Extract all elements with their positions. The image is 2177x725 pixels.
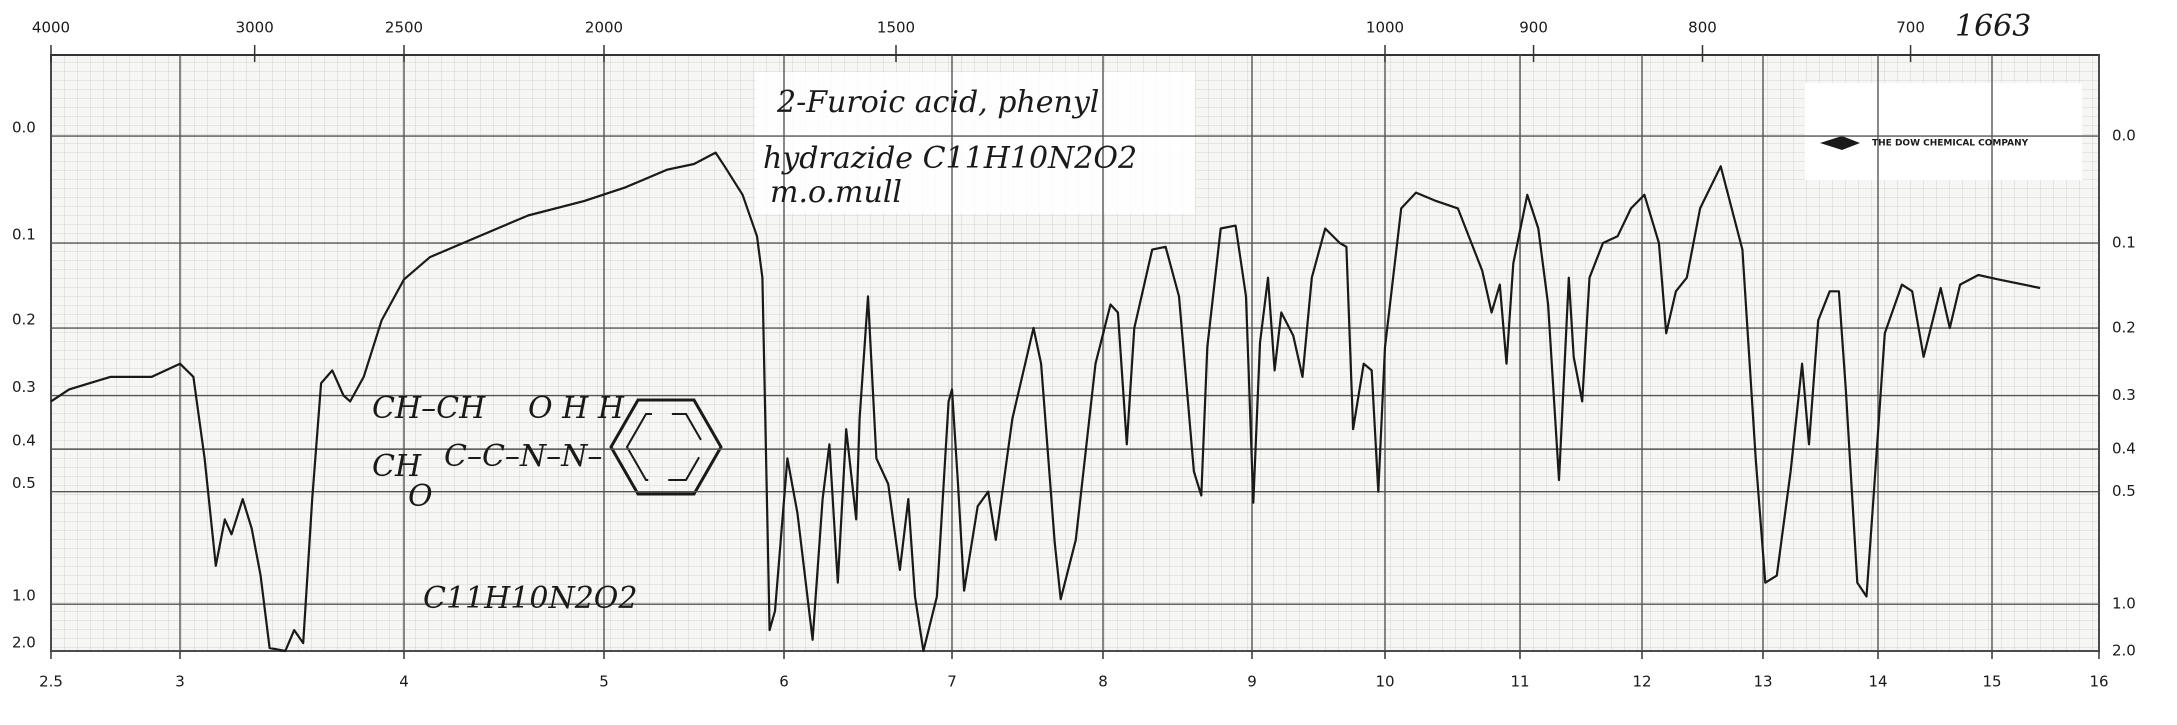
y-tick-label-right: 1.0: [2112, 595, 2136, 613]
annotation: C11H10N2O2: [423, 581, 637, 616]
annotation: hydrazide C11H10N2O2: [763, 141, 1137, 176]
x-tick-label: 12: [1632, 673, 1651, 691]
x2-tick-label: 2000: [585, 19, 623, 37]
annotation: 1663: [1955, 9, 2031, 44]
y-tick-label-right: 0.5: [2112, 482, 2136, 500]
y-tick-label: 0.2: [12, 311, 36, 329]
x-tick-label: 6: [779, 673, 789, 691]
benzene-bonds: [625, 413, 707, 481]
y-tick-label-right: 0.1: [2112, 234, 2136, 252]
x-tick-label: 11: [1510, 673, 1529, 691]
y-tick-label-right: 0.3: [2112, 386, 2136, 404]
x2-tick-label: 800: [1688, 19, 1717, 37]
annotation: O H H: [528, 391, 625, 426]
x2-tick-label: 1500: [877, 19, 915, 37]
x2-tick-label: 700: [1896, 19, 1925, 37]
y-tick-label-right: 0.2: [2112, 319, 2136, 337]
annotation: m.o.mull: [770, 175, 902, 210]
y-tick-label: 0.5: [12, 474, 36, 492]
annotation: C–C–N–N–: [444, 439, 602, 474]
x2-tick-label: 4000: [32, 19, 70, 37]
y-tick-label: 0.4: [12, 432, 36, 450]
x2-tick-label: 2500: [385, 19, 423, 37]
x-tick-label: 16: [2089, 673, 2108, 691]
x2-tick-label: 1000: [1366, 19, 1404, 37]
x-tick-label: 3: [175, 673, 185, 691]
x-tick-label: 4: [399, 673, 409, 691]
x-tick-label: 2.5: [39, 673, 63, 691]
y-tick-label-right: 2.0: [2112, 642, 2136, 660]
x-tick-label: 14: [1868, 673, 1887, 691]
x2-tick-label: 3000: [236, 19, 274, 37]
x-tick-label: 5: [599, 673, 609, 691]
x2-tick-label: 900: [1519, 19, 1548, 37]
spectrum-line: [50, 151, 2041, 653]
x-tick-label: 15: [1982, 673, 2001, 691]
annotation: O: [408, 479, 433, 514]
y-tick-label: 0.0: [12, 119, 36, 137]
annotation: 2-Furoic acid, phenyl: [776, 85, 1099, 120]
logo: [1820, 136, 1860, 150]
x-tick-label: 10: [1375, 673, 1394, 691]
note-box: [755, 72, 1195, 214]
label-box: [1805, 83, 2082, 180]
y-tick-label: 2.0: [12, 634, 36, 652]
y-tick-label: 0.1: [12, 226, 36, 244]
y-tick-label-right: 0.0: [2112, 127, 2136, 145]
x-tick-label: 13: [1753, 673, 1772, 691]
annotation: CH–CH: [372, 391, 486, 426]
x-tick-label: 8: [1098, 673, 1108, 691]
benzene-ring: [609, 398, 723, 496]
annotation: CH: [372, 449, 422, 484]
y-tick-label: 0.3: [12, 378, 36, 396]
x-tick-label: 9: [1247, 673, 1257, 691]
annotation: THE DOW CHEMICAL COMPANY: [1872, 139, 2029, 149]
y-tick-label: 1.0: [12, 587, 36, 605]
x-tick-label: 7: [947, 673, 957, 691]
y-tick-label-right: 0.4: [2112, 440, 2136, 458]
